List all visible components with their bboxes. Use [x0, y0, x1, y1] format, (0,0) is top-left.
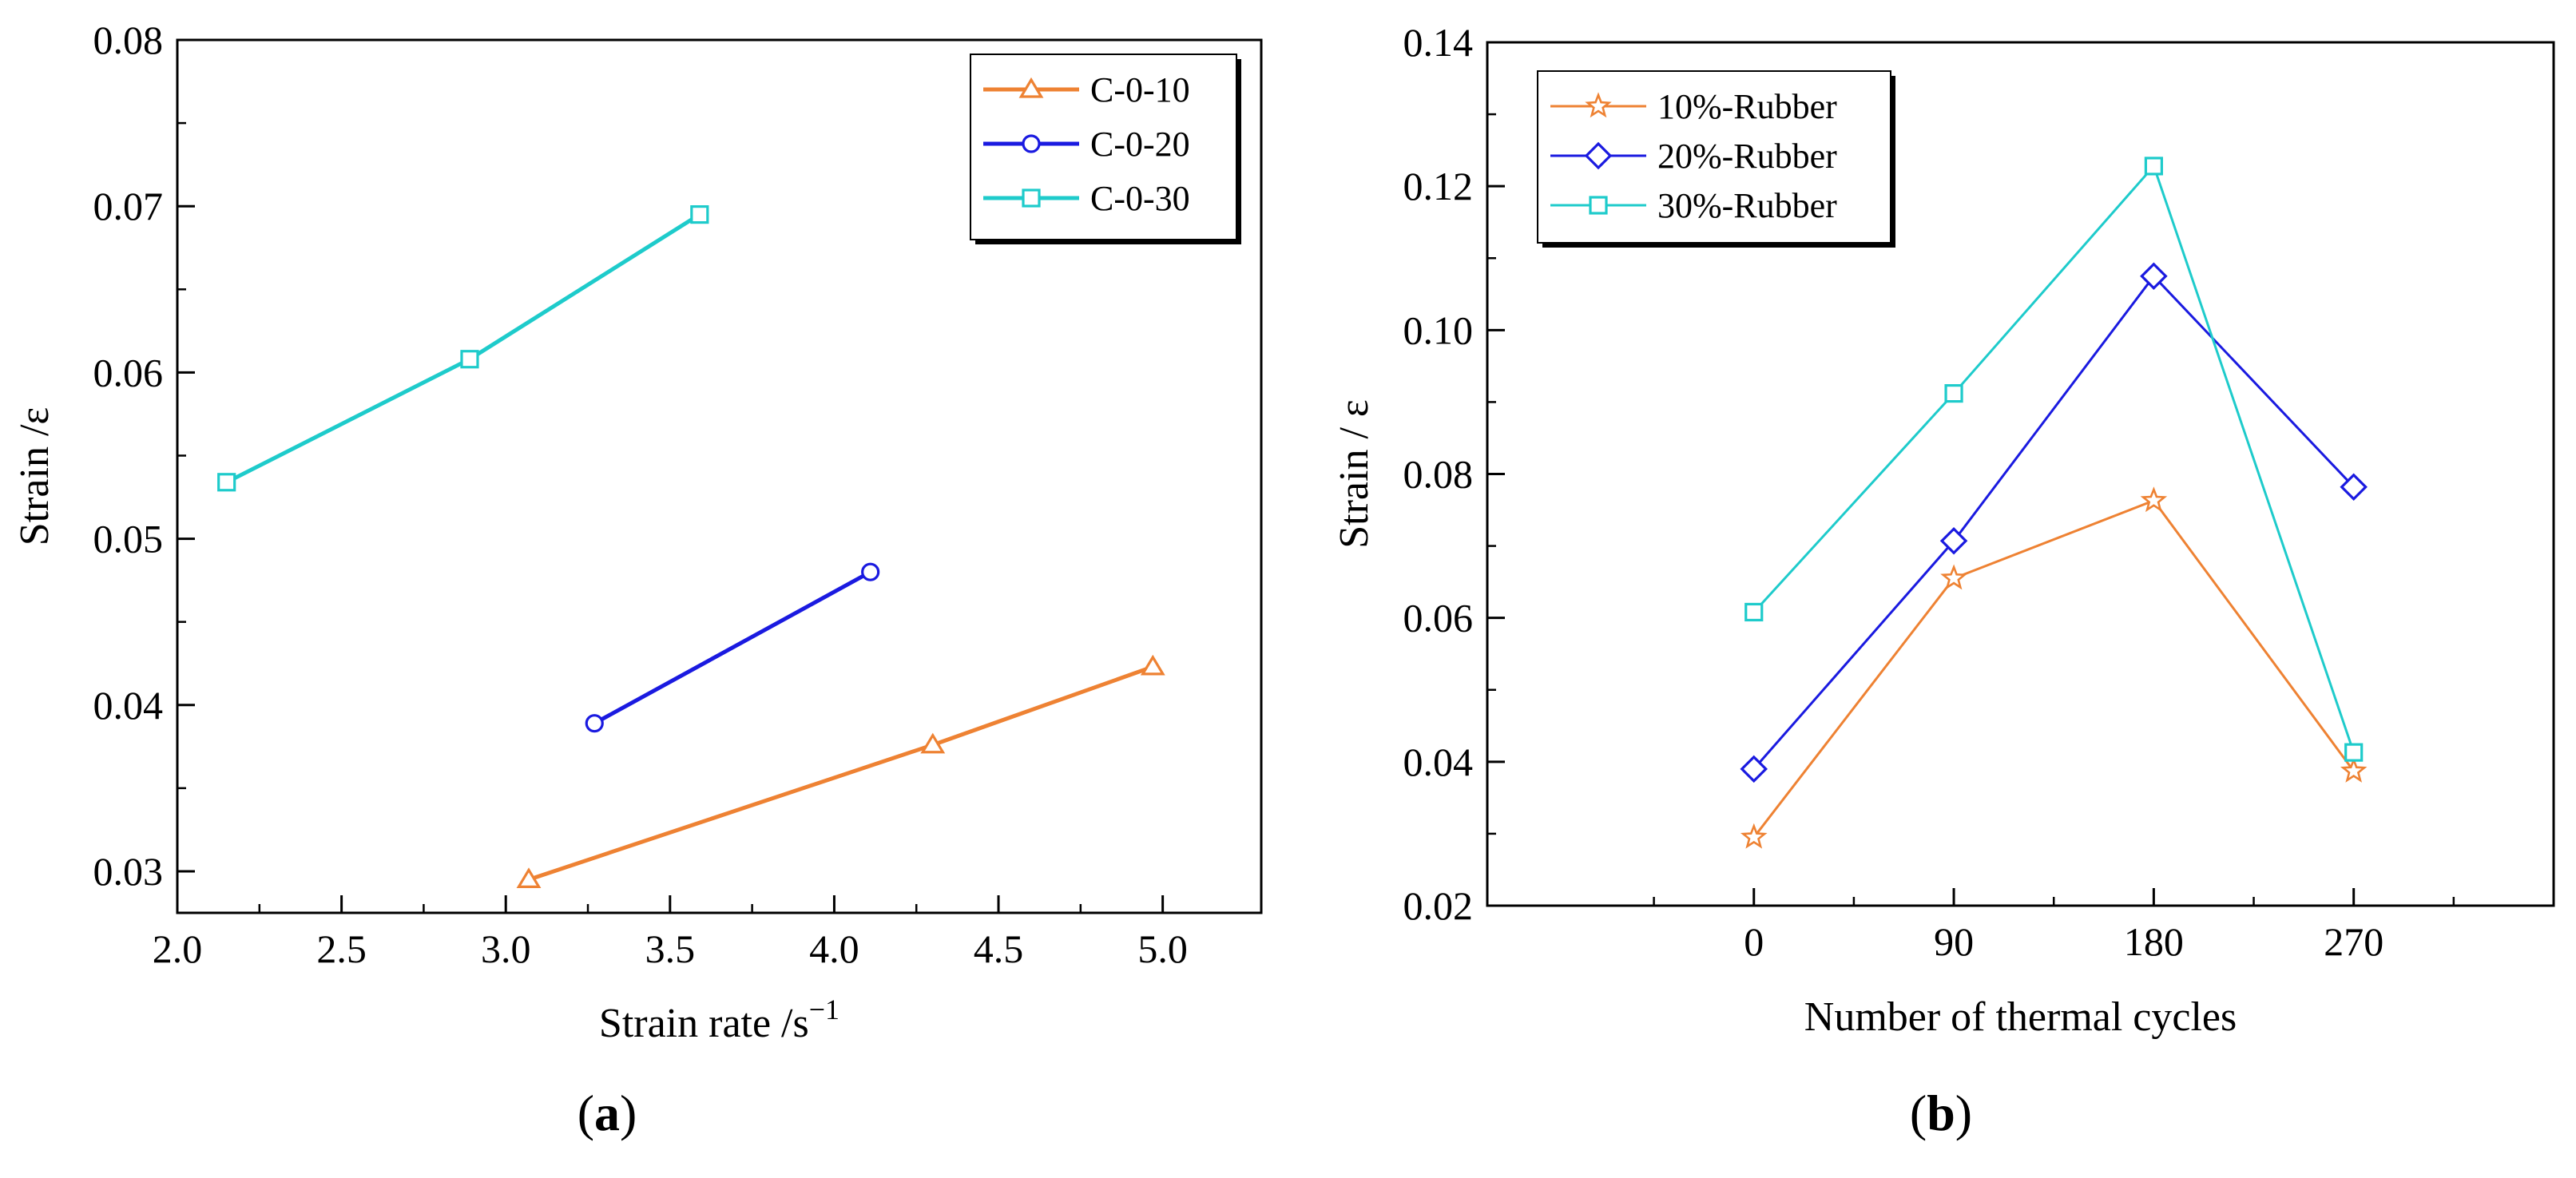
panel-b-legend-item: 20%-Rubber [1550, 137, 1837, 176]
panel-b-legend-marker [1584, 141, 1613, 170]
panel-b-legend-item: 30%-Rubber [1550, 186, 1837, 225]
panel-b-legend-label: 30%-Rubber [1657, 186, 1837, 225]
panel-b-data-point [1740, 755, 1768, 783]
panel-b-y-tick-label: 0.10 [1403, 307, 1474, 352]
panel-a-data-point [920, 732, 946, 754]
panel-a-x-tick-label: 3.5 [645, 926, 696, 971]
panel-a-legend: C-0-10 C-0-20 C-0-30 [970, 54, 1241, 244]
panel-b-label-close: ) [1955, 1085, 1972, 1141]
panel-a-y-tick-label: 0.06 [93, 350, 164, 395]
panel-b-legend-item: 10%-Rubber [1550, 87, 1837, 126]
panel-b-x-tick-label: 90 [1934, 919, 1974, 964]
panel-a-legend-label: C-0-20 [1090, 125, 1190, 164]
panel-a-x-tick-label: 3.0 [481, 926, 531, 971]
panel-b-chart: 0 90 180 270 0.02 0.04 0.06 0.08 0.10 0.12 0.14 Num… [1332, 20, 2555, 1141]
panel-a-label: (a) [578, 1085, 637, 1141]
panel-a-series-C-0-30 [217, 205, 709, 492]
panel-b-x-tick-label: 0 [1744, 919, 1764, 964]
panel-a-series-line [593, 570, 871, 725]
panel-a-y-tick-label: 0.07 [93, 184, 164, 228]
panel-a-x-tick-label: 4.5 [974, 926, 1024, 971]
panel-a-legend-label: C-0-30 [1090, 179, 1190, 218]
panel-b-legend-marker [1589, 196, 1608, 215]
panel-a-y-tick-label: 0.08 [93, 18, 164, 62]
panel-a-x-axis-label: Strain rate /s−1 [599, 994, 839, 1046]
panel-b-y-tick-label: 0.12 [1403, 164, 1474, 208]
panel-a-data-point [516, 867, 542, 888]
panel-a-y-tick-label: 0.03 [93, 849, 164, 894]
panel-b-series-line [1752, 275, 2355, 770]
panel-a-x-tick-label: 5.0 [1137, 926, 1188, 971]
panel-b-data-point [1944, 384, 1963, 403]
panel-b-y-tick-label: 0.02 [1403, 883, 1474, 928]
panel-b-data-point [2340, 756, 2368, 783]
panel-b-series-30%-Rubber [1744, 157, 2364, 762]
panel-b-x-tick-label: 180 [2124, 919, 2184, 964]
panel-b-y-tick-label: 0.06 [1403, 596, 1474, 641]
panel-a-chart: 2.0 2.5 3.0 3.5 4.0 4.5 5.0 0.03 0.04 0.05 0.06 0.0… [12, 18, 1263, 1141]
panel-b-legend-label: 20%-Rubber [1657, 137, 1837, 176]
panel-b-data-point [2140, 486, 2168, 513]
panel-a-x-axis-label-text: Strain rate /s [599, 1001, 809, 1046]
panel-a-series-line [225, 212, 701, 485]
panel-a-legend-marker [1018, 77, 1044, 98]
panel-a-legend-marker [1022, 134, 1041, 153]
panel-a-label-letter: a [594, 1085, 620, 1141]
panel-b-label: (b) [1910, 1085, 1972, 1141]
panel-a-x-tick-label: 4.0 [809, 926, 859, 971]
panel-b-y-tick-label: 0.08 [1403, 452, 1474, 497]
panel-a-y-axis-label: Strain /ε [12, 407, 58, 546]
panel-a-x-tick-label: 2.5 [316, 926, 367, 971]
panel-b-data-point [1744, 602, 1764, 622]
panel-a-legend-item: C-0-20 [983, 125, 1190, 164]
panel-a-data-point [585, 714, 604, 733]
panel-a-y-tick-label: 0.05 [93, 517, 164, 561]
panel-b-series-10%-Rubber [1740, 486, 2368, 849]
panel-b-data-point [2140, 262, 2168, 291]
panel-b-y-tick-label: 0.04 [1403, 740, 1474, 784]
panel-b-data-point [1939, 527, 1968, 555]
panel-a-y-tick-label: 0.04 [93, 683, 164, 728]
panel-a-data-point [690, 205, 709, 224]
panel-b-series-line [1752, 499, 2355, 839]
panel-a-data-point [861, 562, 880, 581]
panel-a-data-point [217, 473, 236, 492]
panel-a-legend-item: C-0-10 [983, 70, 1190, 109]
panel-b-legend-marker [1585, 92, 1612, 118]
panel-b-y-tick-label: 0.14 [1403, 20, 1474, 65]
panel-a-plot-frame [176, 38, 1263, 914]
panel-a-legend-label: C-0-10 [1090, 70, 1190, 109]
panel-b-series-line [1752, 165, 2356, 753]
panel-b-legend: 10%-Rubber 20%-Rubber 30%-Rubber [1537, 70, 1895, 248]
panel-b-x-axis-label: Number of thermal cycles [1804, 994, 2237, 1040]
panel-b-data-point [1940, 564, 1967, 590]
panel-a-label-close: ) [620, 1085, 637, 1141]
panel-b-data-point [2144, 157, 2163, 176]
panel-a-legend-marker [1022, 188, 1041, 208]
panel-b-label-letter: b [1927, 1085, 1955, 1141]
panel-b-data-point [2340, 473, 2368, 501]
panel-a-legend-box [970, 54, 1237, 240]
panel-a-x-axis-label-sup: −1 [809, 994, 839, 1025]
panel-b-legend-label: 10%-Rubber [1657, 87, 1837, 126]
panel-a-x-tick-label: 2.0 [153, 926, 203, 971]
panel-a-legend-item: C-0-30 [983, 179, 1190, 218]
panel-b-label-open: ( [1910, 1085, 1927, 1141]
panel-a-label-open: ( [578, 1085, 594, 1141]
panel-b-data-point [2344, 743, 2364, 762]
panel-b-series-20%-Rubber [1740, 262, 2368, 783]
panel-b-x-axis-label-text: Number of thermal cycles [1804, 994, 2237, 1040]
panel-a-data-point [1140, 654, 1165, 676]
panel-a-series-C-0-20 [585, 562, 880, 733]
panel-b-y-axis-label: Strain / ε [1332, 399, 1377, 549]
panel-a-series-C-0-10 [516, 654, 1165, 888]
panel-a-series-line [528, 664, 1154, 882]
panel-a-data-point [460, 350, 479, 369]
panel-b-x-tick-label: 270 [2324, 919, 2383, 964]
panel-b-data-point [1740, 823, 1768, 849]
